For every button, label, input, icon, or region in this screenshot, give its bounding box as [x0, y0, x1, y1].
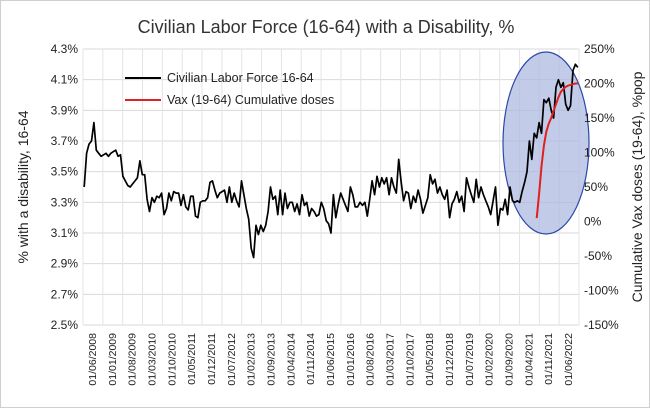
y-right-tick-label: -100% [584, 284, 619, 298]
x-tick-label: 01/03/2017 [385, 333, 397, 386]
x-tick-label: 01/08/2016 [365, 333, 377, 386]
series-line-labor-force [83, 63, 579, 259]
y-right-tick-label: 100% [584, 146, 615, 160]
chart-title: Civilian Labor Force (16-64) with a Disa… [138, 17, 515, 37]
x-tick-label: 01/12/2018 [444, 333, 456, 386]
x-tick-label: 01/06/2015 [325, 333, 337, 386]
y-axis-right-label: Cumulative Vax doses (19-64), %pop [629, 71, 645, 302]
highlight-layer [502, 51, 590, 235]
x-tick-label: 01/02/2013 [246, 333, 258, 386]
y-left-tick-label: 3.1% [51, 226, 79, 240]
x-tick-label: 01/03/2010 [146, 333, 158, 386]
x-tick-label: 01/04/2014 [285, 333, 297, 386]
x-tick-label: 01/02/2020 [484, 333, 496, 386]
y-left-tick-label: 4.1% [51, 73, 79, 87]
x-tick-label: 01/05/2018 [424, 333, 436, 386]
y-right-tick-label: 0% [584, 215, 602, 229]
legend-label-vax: Vax (19-64) Cumulative doses [167, 93, 334, 107]
y-left-tick-label: 3.5% [51, 165, 79, 179]
x-tick-label: 01/01/2016 [345, 333, 357, 386]
y-right-tick-label: -50% [584, 249, 612, 263]
x-tick-label: 01/04/2021 [523, 333, 535, 386]
y-right-tick-label: 150% [584, 111, 615, 125]
y-right-tick-label: 200% [584, 77, 615, 91]
x-tick-label: 01/05/2011 [186, 333, 198, 385]
y-right-tick-label: 250% [584, 42, 615, 56]
legend-label-labor: Civilian Labor Force 16-64 [167, 71, 314, 85]
y-right-tick-label: 50% [584, 180, 608, 194]
x-tick-label: 01/08/2009 [127, 333, 139, 386]
highlight-ellipse [502, 51, 590, 235]
x-tick-label: 01/10/2010 [166, 333, 178, 386]
x-tick-label: 01/06/2022 [563, 333, 575, 386]
y-left-tick-label: 2.5% [51, 318, 79, 332]
x-tick-label: 01/01/2009 [107, 333, 119, 386]
x-tick-label: 01/11/2021 [543, 333, 555, 385]
x-tick-label: 01/12/2011 [206, 333, 218, 385]
x-tick-label: 01/10/2017 [404, 333, 416, 386]
y-left-tick-label: 3.9% [51, 103, 79, 117]
series-layer [83, 63, 579, 259]
legend: Civilian Labor Force 16-64 Vax (19-64) C… [125, 71, 334, 107]
y-left-tick-label: 2.9% [51, 257, 79, 271]
x-tick-label: 01/07/2012 [226, 333, 238, 386]
y-left-tick-label: 3.3% [51, 195, 79, 209]
series-line-vax-doses [535, 82, 578, 219]
x-tick-label: 01/09/2020 [504, 333, 516, 386]
gridlines [82, 48, 580, 326]
y-axis-left-label: % with a disability, 16-64 [15, 110, 31, 263]
x-tick-label: 01/09/2013 [265, 333, 277, 386]
x-tick-label: 01/07/2019 [464, 333, 476, 386]
y-left-tick-label: 2.7% [51, 287, 79, 301]
x-tick-label: 01/06/2008 [87, 333, 99, 386]
y-right-tick-label: -150% [584, 318, 619, 332]
axes-layer: 4.3% 4.1% 3.9% 3.7% 3.5% 3.3% 3.1% 2.9% 2.7% 2.5%… [51, 42, 619, 386]
y-left-tick-label: 3.7% [51, 134, 79, 148]
x-tick-label: 01/11/2014 [305, 333, 317, 385]
y-left-tick-label: 4.3% [51, 42, 79, 56]
